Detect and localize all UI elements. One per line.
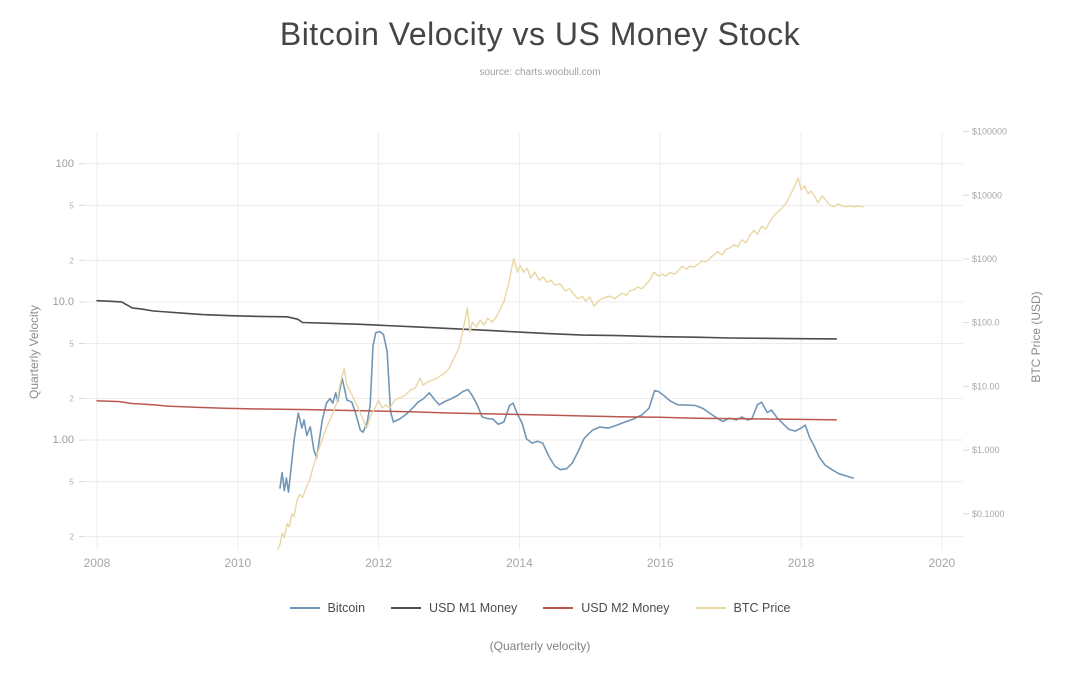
legend-item-usd-m2-money[interactable]: USD M2 Money bbox=[543, 601, 670, 615]
x-tick-label: 2010 bbox=[224, 556, 251, 570]
x-tick-label: 2018 bbox=[788, 556, 815, 570]
legend-swatch bbox=[543, 607, 574, 609]
y-right-tick-label: $0.1000 bbox=[972, 509, 1005, 519]
series-line-usd-m2-money bbox=[96, 400, 838, 421]
series-line-usd-m1-money bbox=[96, 299, 838, 340]
x-tick-label: 2020 bbox=[929, 556, 956, 570]
y-right-tick-label: $10.00 bbox=[972, 381, 1000, 391]
y-left-tick-label: 2 bbox=[69, 255, 74, 265]
y-right-axis-title: BTC Price (USD) bbox=[1029, 291, 1043, 382]
y-left-tick-label: 10.0 bbox=[53, 296, 74, 308]
y-left-tick-label: 1.00 bbox=[53, 434, 74, 446]
x-tick-label: 2016 bbox=[647, 556, 674, 570]
legend-item-btc-price[interactable]: BTC Price bbox=[695, 601, 791, 615]
y-right-tick-label: $100.0 bbox=[972, 318, 1000, 328]
x-tick-label: 2012 bbox=[365, 556, 392, 570]
y-right-tick-label: $100000 bbox=[972, 127, 1007, 137]
series-line-btc-price bbox=[277, 177, 864, 550]
chart-source-subtitle: source: charts.woobull.com bbox=[479, 67, 601, 78]
y-right-tick-label: $10000 bbox=[972, 190, 1002, 200]
legend-item-usd-m1-money[interactable]: USD M1 Money bbox=[391, 601, 517, 615]
legend-label: BTC Price bbox=[733, 601, 791, 615]
y-left-axis-title: Quarterly Velocity bbox=[27, 305, 41, 399]
x-tick-label: 2014 bbox=[506, 556, 533, 570]
legend-label: USD M1 Money bbox=[429, 601, 518, 615]
y-right-tick-label: $1.000 bbox=[972, 445, 1000, 455]
legend-label: USD M2 Money bbox=[581, 601, 670, 615]
legend-label: Bitcoin bbox=[327, 601, 366, 615]
chart-caption: (Quarterly velocity) bbox=[489, 639, 591, 653]
y-right-tick-label: $1000 bbox=[972, 254, 997, 264]
page-title: Bitcoin Velocity vs US Money Stock bbox=[279, 16, 801, 52]
legend-swatch bbox=[289, 607, 320, 609]
legend-swatch bbox=[695, 607, 726, 609]
series-line-bitcoin bbox=[279, 330, 855, 493]
y-left-tick-label: 5 bbox=[69, 338, 74, 348]
y-left-tick-label: 5 bbox=[69, 200, 74, 210]
x-tick-label: 2008 bbox=[84, 556, 111, 570]
legend-swatch bbox=[391, 607, 422, 609]
y-left-tick-label: 2 bbox=[69, 532, 74, 542]
y-left-tick-label: 2 bbox=[69, 393, 74, 403]
y-left-tick-label: 100 bbox=[56, 158, 74, 170]
chart-legend: Bitcoin USD M1 Money USD M2 Money BTC Price bbox=[0, 601, 1080, 615]
legend-item-bitcoin[interactable]: Bitcoin bbox=[289, 601, 366, 615]
y-left-tick-label: 5 bbox=[69, 477, 74, 487]
